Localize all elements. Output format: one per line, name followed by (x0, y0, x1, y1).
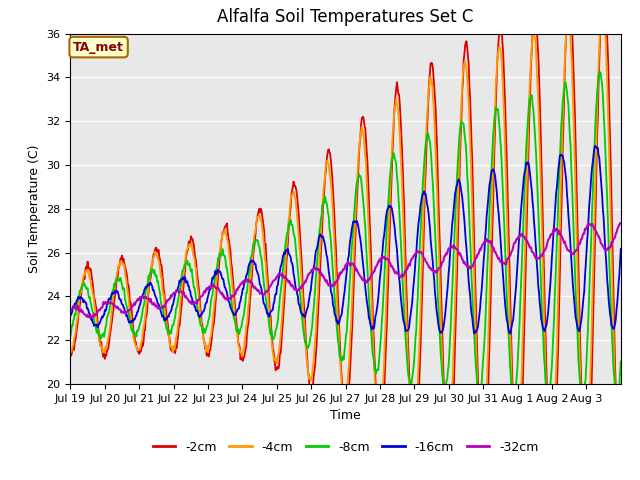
-32cm (132, 299, 140, 305)
-2cm (260, 222, 268, 228)
-2cm (232, 317, 240, 323)
-4cm (616, 466, 624, 471)
-8cm (433, 272, 441, 278)
Line: -2cm: -2cm (70, 0, 621, 480)
-4cm (131, 341, 139, 347)
-16cm (403, 328, 410, 334)
-4cm (617, 463, 625, 468)
-32cm (281, 274, 289, 280)
-2cm (67, 350, 74, 356)
Line: -32cm: -32cm (70, 223, 621, 318)
-16cm (617, 246, 625, 252)
-16cm (280, 250, 288, 255)
-4cm (600, 4, 607, 10)
Line: -8cm: -8cm (70, 72, 621, 403)
-8cm (232, 324, 240, 330)
-8cm (596, 69, 604, 75)
-2cm (433, 146, 441, 152)
-8cm (403, 345, 410, 351)
-4cm (260, 236, 268, 241)
-8cm (280, 253, 288, 259)
-4cm (280, 280, 288, 286)
-16cm (232, 309, 240, 315)
-2cm (131, 338, 139, 344)
-8cm (131, 332, 139, 338)
-8cm (260, 276, 268, 281)
-8cm (613, 400, 621, 406)
-32cm (434, 267, 442, 273)
-32cm (403, 267, 411, 273)
-2cm (280, 300, 288, 305)
-32cm (616, 220, 624, 226)
-16cm (67, 313, 74, 319)
Title: Alfalfa Soil Temperatures Set C: Alfalfa Soil Temperatures Set C (218, 9, 474, 26)
Line: -16cm: -16cm (70, 146, 621, 334)
-32cm (233, 287, 241, 292)
X-axis label: Time: Time (330, 409, 361, 422)
-16cm (506, 331, 514, 336)
-4cm (232, 325, 240, 331)
-32cm (260, 291, 268, 297)
-32cm (67, 308, 74, 314)
Line: -4cm: -4cm (70, 7, 621, 468)
Y-axis label: Soil Temperature (C): Soil Temperature (C) (28, 144, 41, 273)
-8cm (617, 359, 625, 364)
-16cm (131, 316, 139, 322)
-4cm (403, 307, 410, 313)
-2cm (403, 282, 410, 288)
Text: TA_met: TA_met (73, 41, 124, 54)
-16cm (260, 300, 268, 305)
-32cm (89, 315, 97, 321)
Legend: -2cm, -4cm, -8cm, -16cm, -32cm: -2cm, -4cm, -8cm, -16cm, -32cm (148, 436, 543, 459)
-16cm (433, 312, 441, 317)
-4cm (67, 347, 74, 353)
-4cm (433, 190, 441, 196)
-32cm (617, 220, 625, 226)
-16cm (591, 143, 599, 149)
-8cm (67, 334, 74, 339)
